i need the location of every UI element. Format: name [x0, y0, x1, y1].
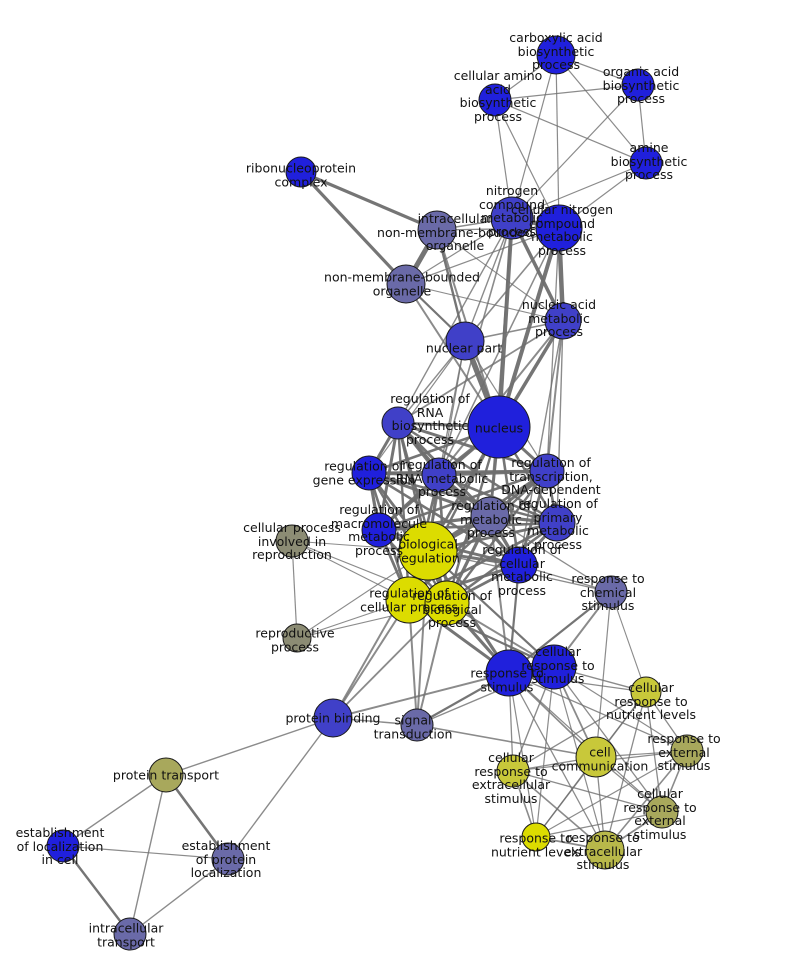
graph-node[interactable]	[529, 453, 565, 489]
graph-edge	[508, 672, 537, 838]
graph-edge	[546, 227, 560, 472]
graph-node[interactable]	[594, 575, 628, 609]
graph-node[interactable]	[46, 829, 80, 863]
graph-node[interactable]	[400, 708, 434, 742]
graph-edge	[553, 666, 688, 752]
graph-edge	[378, 469, 548, 532]
graph-node[interactable]	[544, 302, 582, 340]
graph-edge	[512, 770, 663, 813]
graph-node[interactable]	[621, 68, 655, 102]
graph-edge	[397, 421, 548, 473]
graph-node[interactable]	[538, 504, 576, 542]
graph-edge	[494, 99, 647, 164]
graph-node[interactable]	[531, 644, 577, 690]
graph-node[interactable]	[211, 842, 245, 876]
graph-edge	[62, 845, 131, 935]
graph-node[interactable]	[496, 754, 530, 788]
graph-node[interactable]	[630, 676, 662, 708]
graph-edge	[535, 750, 688, 838]
graph-edge	[511, 162, 647, 219]
graph-edge	[368, 471, 558, 525]
graph-node[interactable]	[535, 204, 583, 252]
graph-edge	[511, 54, 557, 219]
graph-node[interactable]	[445, 321, 485, 361]
graph-node[interactable]	[421, 457, 457, 493]
graph-edge	[129, 858, 229, 935]
graph-node[interactable]	[386, 264, 426, 304]
graph-edge	[595, 591, 612, 758]
graph-node[interactable]	[490, 196, 534, 240]
graph-edge	[610, 591, 647, 693]
graph-node[interactable]	[351, 455, 387, 491]
graph-edge	[535, 811, 663, 838]
graph-node[interactable]	[645, 795, 679, 829]
graph-edge	[397, 320, 564, 424]
graph-edge	[368, 340, 466, 474]
graph-node[interactable]	[485, 649, 533, 697]
graph-node[interactable]	[478, 83, 512, 117]
graph-edge	[604, 750, 688, 851]
graph-edge	[494, 84, 639, 101]
graph-node[interactable]	[629, 146, 663, 180]
graph-node[interactable]	[467, 395, 531, 459]
graph-node[interactable]	[381, 406, 415, 440]
graph-edge	[332, 602, 448, 719]
graph-edge	[553, 666, 663, 813]
graph-edge	[556, 320, 564, 524]
graph-edge	[436, 229, 564, 322]
graph-edge	[489, 515, 612, 593]
graph-edge	[508, 672, 606, 851]
graph-node[interactable]	[521, 822, 551, 852]
graph-edge	[555, 54, 560, 229]
graph-node[interactable]	[585, 830, 625, 870]
graph-edge	[438, 469, 548, 477]
graph-node[interactable]	[285, 156, 317, 188]
graph-edge	[511, 84, 639, 219]
graph-node[interactable]	[536, 35, 576, 75]
graph-edge	[508, 672, 688, 752]
graph-node[interactable]	[113, 917, 147, 951]
graph-edge	[62, 774, 167, 847]
graph-edge	[546, 320, 564, 472]
graph-edge	[129, 774, 167, 935]
graph-edge	[299, 170, 408, 286]
graph-edge	[332, 672, 510, 719]
node-layer	[46, 35, 704, 951]
graph-node[interactable]	[470, 496, 510, 536]
graph-node[interactable]	[500, 546, 538, 584]
graph-edge	[464, 217, 513, 342]
graph-node[interactable]	[575, 736, 617, 778]
graph-node[interactable]	[313, 698, 353, 738]
edge-layer	[62, 54, 688, 935]
graph-node[interactable]	[417, 210, 457, 250]
graph-node[interactable]	[282, 623, 312, 653]
graph-edge	[416, 724, 597, 758]
graph-edge	[489, 515, 510, 674]
graph-edge	[62, 845, 229, 860]
graph-edge	[438, 227, 560, 476]
graph-edge	[405, 283, 564, 322]
graph-edge	[165, 717, 334, 776]
graph-edge	[494, 99, 560, 229]
graph-edge	[300, 170, 438, 232]
graph-edge	[512, 691, 647, 772]
graph-edge	[405, 227, 560, 285]
graph-node[interactable]	[398, 521, 458, 581]
graph-edge	[555, 54, 647, 164]
graph-node[interactable]	[361, 512, 397, 548]
graph-edge	[604, 691, 647, 851]
graph-node[interactable]	[148, 757, 184, 793]
graph-edge	[512, 770, 606, 851]
graph-node[interactable]	[424, 580, 470, 626]
graph-edge	[227, 717, 334, 860]
graph-node[interactable]	[670, 734, 704, 768]
graph-edge	[645, 691, 663, 813]
graph-node[interactable]	[275, 524, 309, 558]
